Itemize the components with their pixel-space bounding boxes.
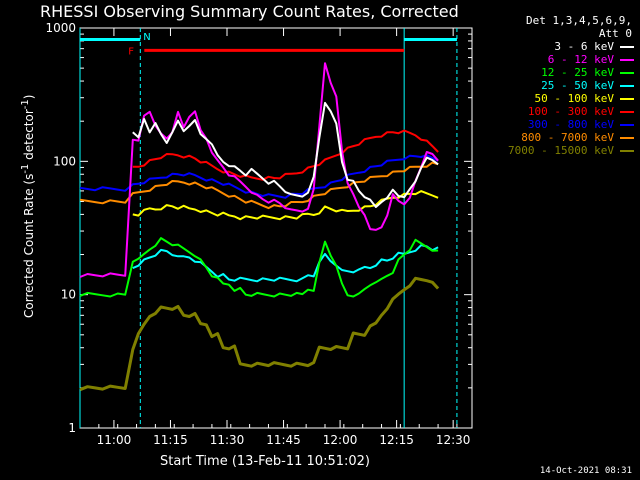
series-line-6-12-kev — [79, 62, 439, 278]
y-axis-title-sup2: -1 — [20, 99, 31, 110]
legend-swatch — [620, 45, 634, 48]
legend-rows: 3 - 6 keV 6 - 12 keV 12 - 25 keV 25 - 50 ke… — [495, 40, 640, 157]
legend-entry: 100 - 300 keV — [495, 105, 640, 118]
x-tick-label: 11:30 — [210, 433, 245, 447]
night-flag-label: N — [143, 32, 150, 43]
y-axis-title-mid: detector — [22, 109, 36, 164]
legend-swatch — [620, 97, 634, 100]
legend-entry: 50 - 100 keV — [495, 92, 640, 105]
x-axis-title: Start Time (13-Feb-11 10:51:02) — [160, 454, 370, 469]
series-line-100-300-kev — [132, 129, 439, 181]
series-line-300-800-kev — [79, 154, 439, 199]
legend-entry: 25 - 50 keV — [495, 79, 640, 92]
legend-entry-label: 7000 - 15000 keV — [508, 144, 614, 157]
y-axis-title-main: Corrected Count Rate (s — [22, 173, 36, 318]
x-tick-label: 11:15 — [153, 433, 188, 447]
y-tick-label: 100 — [53, 154, 76, 168]
legend-swatch — [620, 71, 634, 74]
x-tick-label: 12:15 — [379, 433, 414, 447]
legend-entry: 800 - 7000 keV — [495, 131, 640, 144]
legend-swatch — [620, 123, 634, 126]
y-axis-title-sup1: -1 — [20, 163, 31, 174]
chart-title: RHESSI Observing Summary Count Rates, Co… — [40, 2, 459, 21]
legend-swatch — [620, 84, 634, 87]
legend: Det 1,3,4,5,6,9, Att 0 3 - 6 keV 6 - 12 k… — [495, 14, 640, 157]
series-line-25-50-kev — [132, 244, 439, 283]
legend-entry: 300 - 800 keV — [495, 118, 640, 131]
x-tick-label: 12:30 — [436, 433, 471, 447]
legend-entry-label: 25 - 50 keV — [541, 79, 614, 92]
legend-entry: 3 - 6 keV — [495, 40, 640, 53]
legend-entry: 7000 - 15000 keV — [495, 144, 640, 157]
legend-entry: 12 - 25 keV — [495, 66, 640, 79]
y-tick-label: 10 — [61, 288, 76, 302]
legend-entry-label: 6 - 12 keV — [547, 53, 614, 66]
y-tick-label: 1 — [68, 421, 76, 435]
datestamp: 14-Oct-2021 08:31 — [539, 466, 632, 476]
legend-entry-label: 300 - 800 keV — [527, 118, 614, 131]
legend-entry-label: 50 - 100 keV — [534, 92, 614, 105]
legend-attenuator: Att 0 — [598, 27, 632, 40]
y-axis-title-end: ) — [22, 94, 36, 100]
x-tick-label: 12:00 — [323, 433, 358, 447]
x-tick-label: 11:00 — [97, 433, 132, 447]
legend-entry: 6 - 12 keV — [495, 53, 640, 66]
y-axis-title: Corrected Count Rate (s-1 detector-1) — [20, 95, 36, 318]
legend-entry-label: 3 - 6 keV — [554, 40, 614, 53]
legend-header: Det 1,3,4,5,6,9, — [526, 14, 632, 27]
legend-entry-label: 12 - 25 keV — [541, 66, 614, 79]
legend-swatch — [620, 149, 634, 152]
series-line-800-7000-kev — [79, 161, 439, 210]
series-line-3-6-kev — [132, 101, 439, 208]
y-tick-label: 1000 — [45, 21, 76, 35]
legend-swatch — [620, 110, 634, 113]
series-line-7000-15000-kev — [79, 276, 440, 392]
plot-frame — [79, 27, 473, 429]
x-tick-label: 11:45 — [266, 433, 301, 447]
flare-flag-label: F — [128, 46, 134, 57]
legend-swatch — [620, 136, 634, 139]
series-line-12-25-kev — [79, 237, 439, 298]
legend-entry-label: 800 - 7000 keV — [521, 131, 614, 144]
legend-swatch — [620, 58, 634, 61]
legend-entry-label: 100 - 300 keV — [527, 105, 614, 118]
